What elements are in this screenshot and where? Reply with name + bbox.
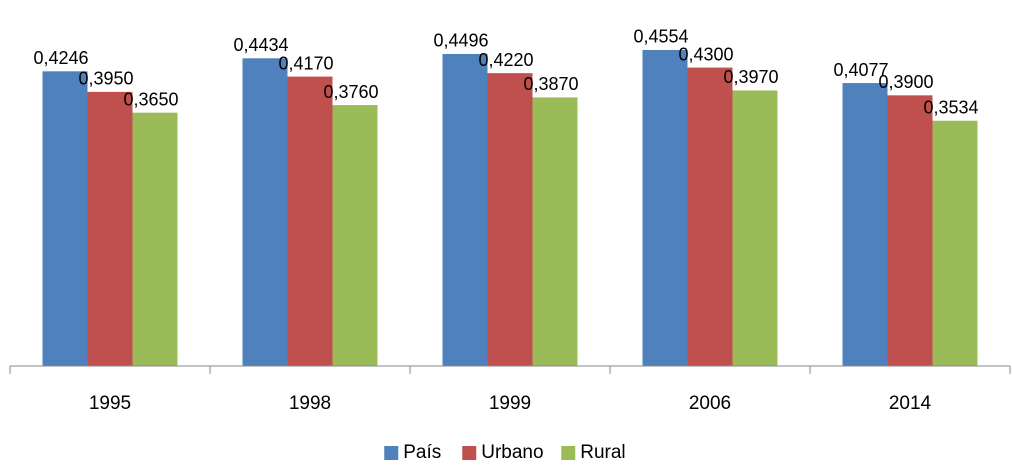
bar: [842, 83, 888, 366]
bar: [287, 76, 333, 367]
data-label: 0,3534: [923, 97, 978, 117]
bar: [87, 91, 133, 367]
legend-label: País: [403, 442, 441, 463]
bar: [642, 49, 688, 367]
data-label: 0,4300: [678, 44, 733, 64]
data-label: 0,4077: [833, 60, 888, 80]
bar: [487, 73, 533, 366]
data-label: 0,4554: [633, 27, 688, 47]
data-label: 0,4496: [433, 31, 488, 51]
data-label: 0,3870: [523, 74, 578, 94]
bar: [332, 105, 378, 366]
data-label: 0,3900: [878, 72, 933, 92]
legend-swatch: [462, 446, 477, 460]
data-label: 0,3760: [323, 82, 378, 102]
bar: [732, 90, 778, 367]
bar: [932, 120, 978, 366]
x-tick-label: 1995: [89, 393, 131, 414]
data-label: 0,4170: [278, 53, 333, 73]
bar: [242, 58, 288, 367]
x-tick-label: 2014: [889, 393, 932, 414]
data-label: 0,4220: [478, 50, 533, 70]
bar: [132, 112, 178, 366]
data-label: 0,3970: [723, 67, 778, 87]
data-label: 0,4246: [33, 48, 88, 68]
bar: [887, 95, 933, 366]
data-label: 0,4434: [233, 35, 288, 55]
legend-swatch: [384, 446, 399, 460]
x-tick-label: 1998: [289, 393, 331, 414]
legend-label: Urbano: [481, 442, 543, 463]
legend-label: Rural: [580, 442, 625, 463]
data-label: 0,3950: [78, 69, 133, 89]
x-tick-label: 1999: [489, 393, 531, 414]
data-label: 0,3650: [123, 89, 178, 109]
x-tick-label: 2006: [689, 393, 731, 414]
legend-swatch: [561, 446, 576, 460]
bar: [532, 97, 578, 366]
bar: [42, 71, 88, 366]
bar: [442, 53, 488, 366]
bar: [687, 67, 733, 366]
